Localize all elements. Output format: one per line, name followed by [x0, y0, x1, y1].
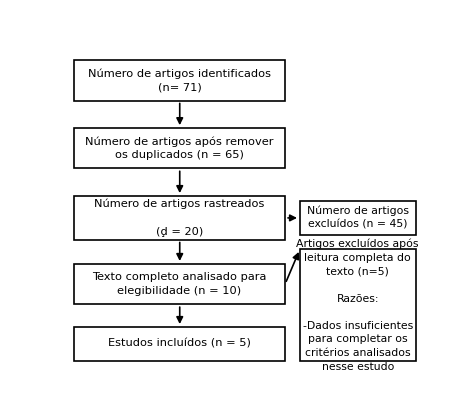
FancyBboxPatch shape — [74, 264, 285, 304]
Text: Número de artigos rastreados

(ḑ = 20): Número de artigos rastreados (ḑ = 20) — [94, 199, 265, 236]
Text: Artigos excluídos após
leitura completa do
texto (n=5)

Razões:

-Dados insufici: Artigos excluídos após leitura completa … — [296, 239, 419, 372]
FancyBboxPatch shape — [300, 201, 416, 235]
FancyBboxPatch shape — [74, 196, 285, 239]
FancyBboxPatch shape — [74, 128, 285, 168]
Text: Número de artigos
excluídos (n = 45): Número de artigos excluídos (n = 45) — [307, 206, 409, 230]
Text: Número de artigos identificados
(n= 71): Número de artigos identificados (n= 71) — [88, 68, 271, 92]
FancyBboxPatch shape — [300, 249, 416, 361]
Text: Texto completo analisado para
elegibilidade (n = 10): Texto completo analisado para elegibilid… — [92, 272, 267, 296]
Text: Estudos incluídos (n = 5): Estudos incluídos (n = 5) — [108, 339, 251, 349]
FancyBboxPatch shape — [74, 327, 285, 361]
Text: Número de artigos após remover
os duplicados (n = 65): Número de artigos após remover os duplic… — [85, 136, 274, 160]
FancyBboxPatch shape — [74, 60, 285, 100]
